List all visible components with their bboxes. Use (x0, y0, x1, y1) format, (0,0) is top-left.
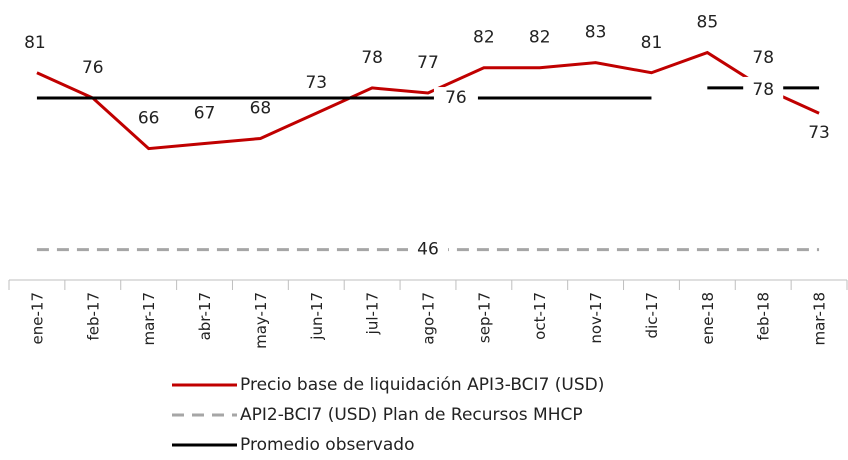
x-tick-label: oct-17 (531, 292, 549, 340)
average-label: 78 (752, 80, 774, 100)
data-label: 83 (585, 23, 607, 43)
data-label: 67 (194, 104, 216, 124)
x-tick-label: feb-17 (84, 292, 102, 341)
data-label: 81 (641, 33, 663, 53)
data-label: 77 (417, 53, 439, 73)
data-label: 85 (697, 13, 719, 33)
legend-label: API2-BCI7 (USD) Plan de Recursos MHCP (240, 405, 583, 425)
label-bg (433, 87, 478, 110)
data-label: 78 (361, 48, 383, 68)
x-tick-label: jul-17 (364, 292, 382, 335)
data-label: 82 (529, 28, 551, 48)
x-tick-label: mar-18 (811, 292, 829, 346)
data-label: 76 (82, 58, 104, 78)
data-label: 78 (752, 48, 774, 68)
x-tick-label: feb-18 (755, 292, 773, 341)
data-label: 68 (250, 98, 272, 118)
data-label: 46 (417, 240, 439, 260)
data-label: 81 (24, 33, 46, 53)
series-line (36, 50, 820, 151)
x-tick-label: ene-17 (28, 292, 46, 344)
label-bg (743, 76, 784, 99)
x-tick-label: jun-17 (308, 292, 326, 341)
x-tick-label: mar-17 (140, 292, 158, 346)
x-tick-label: dic-17 (643, 292, 661, 338)
data-label: 73 (808, 123, 830, 143)
legend-label: Precio base de liquidación API3-BCI7 (US… (240, 375, 604, 395)
x-tick-label: abr-17 (196, 292, 214, 340)
label-bg (408, 238, 448, 261)
x-tick-label: sep-17 (475, 292, 493, 343)
x-tick-label: ene-18 (699, 292, 717, 344)
legend-label: Promedio observado (240, 435, 414, 455)
data-label: 73 (305, 73, 327, 93)
average-label: 76 (445, 88, 467, 108)
data-label: 66 (138, 109, 160, 129)
data-label: 82 (473, 28, 495, 48)
x-tick-label: ago-17 (420, 292, 438, 345)
x-tick-label: may-17 (252, 292, 270, 349)
x-tick-label: nov-17 (587, 292, 605, 344)
